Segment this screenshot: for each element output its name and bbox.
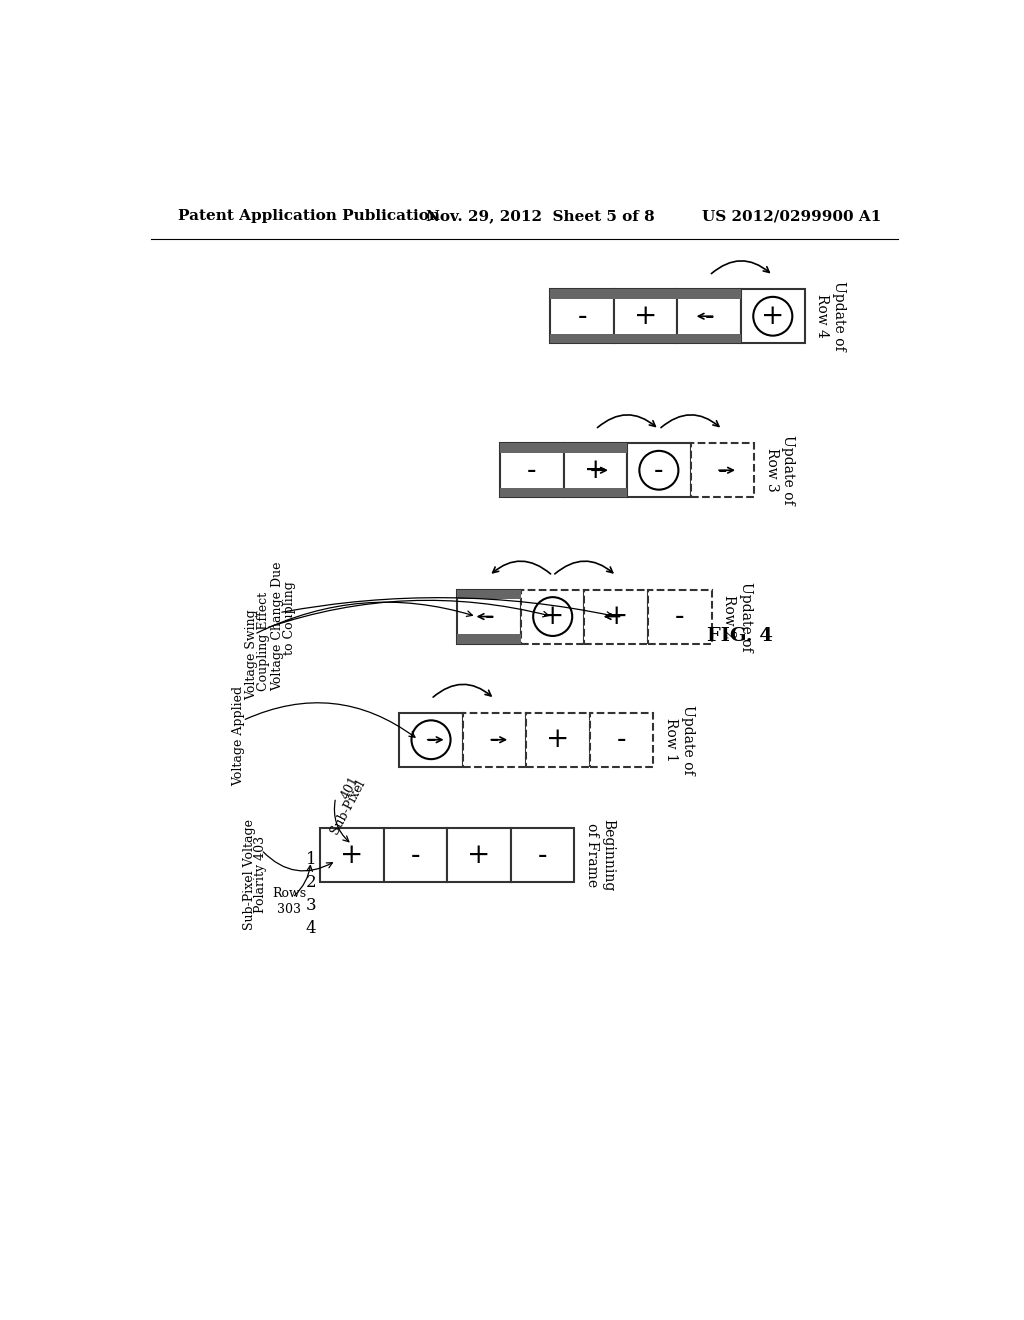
Bar <box>458 590 521 599</box>
Text: Sub-Pixel: Sub-Pixel <box>328 777 368 837</box>
Text: US 2012/0299900 A1: US 2012/0299900 A1 <box>701 209 881 223</box>
Text: +: + <box>541 603 564 630</box>
Text: 303: 303 <box>278 903 301 916</box>
Bar <box>463 713 526 767</box>
Bar <box>678 289 741 343</box>
Text: +: + <box>761 302 784 330</box>
Bar <box>511 829 574 882</box>
Bar <box>500 444 563 453</box>
Text: Update of
Row 4: Update of Row 4 <box>815 281 846 351</box>
Text: FIG. 4: FIG. 4 <box>708 627 773 644</box>
Bar <box>590 713 653 767</box>
Text: 1: 1 <box>305 850 316 867</box>
Text: Coupling Effect: Coupling Effect <box>257 591 270 690</box>
Bar <box>563 444 627 498</box>
Bar <box>627 444 690 498</box>
Text: Nov. 29, 2012  Sheet 5 of 8: Nov. 29, 2012 Sheet 5 of 8 <box>426 209 655 223</box>
Text: Voltage Applied: Voltage Applied <box>232 686 246 785</box>
Text: Update of
Row 3: Update of Row 3 <box>765 436 796 506</box>
Bar <box>563 444 627 453</box>
Text: -: - <box>527 457 537 483</box>
Text: Update of
Row 2: Update of Row 2 <box>722 582 753 651</box>
Text: 401: 401 <box>339 775 361 803</box>
Text: -: - <box>654 457 664 483</box>
Text: -: - <box>484 603 494 630</box>
Text: -: - <box>616 726 627 754</box>
Text: +: + <box>467 842 490 869</box>
Bar <box>678 289 741 298</box>
Text: Update of
Row 1: Update of Row 1 <box>665 705 694 775</box>
Text: -: - <box>675 603 685 630</box>
Text: 4: 4 <box>305 920 316 937</box>
Text: Sub-Pixel Voltage: Sub-Pixel Voltage <box>243 818 256 931</box>
Bar <box>550 289 614 298</box>
Bar <box>500 444 563 498</box>
Text: Voltage Change Due: Voltage Change Due <box>271 562 284 692</box>
Bar <box>585 590 648 644</box>
Bar <box>614 334 678 343</box>
Text: +: + <box>634 302 657 330</box>
Text: Voltage Swing: Voltage Swing <box>246 610 258 701</box>
Bar <box>521 590 585 644</box>
Text: 2: 2 <box>305 874 316 891</box>
Text: Beginning
of Frame: Beginning of Frame <box>586 820 615 891</box>
Text: -: - <box>538 842 548 869</box>
Text: Polarity 403: Polarity 403 <box>254 836 267 913</box>
Text: Rows: Rows <box>272 887 306 900</box>
Text: -: - <box>411 842 420 869</box>
Text: to Coupling: to Coupling <box>283 581 296 655</box>
Text: +: + <box>340 842 364 869</box>
Bar <box>500 488 563 498</box>
Text: +: + <box>547 726 569 754</box>
Bar <box>384 829 447 882</box>
Bar <box>526 713 590 767</box>
Bar <box>690 444 755 498</box>
Bar <box>550 334 614 343</box>
Text: -: - <box>489 726 500 754</box>
Bar <box>550 289 614 343</box>
Bar <box>614 289 678 343</box>
Bar <box>678 334 741 343</box>
Bar <box>458 635 521 644</box>
Bar <box>563 488 627 498</box>
Bar <box>399 713 463 767</box>
Text: +: + <box>604 603 628 630</box>
Text: -: - <box>705 302 714 330</box>
Bar <box>741 289 805 343</box>
Bar <box>614 289 678 298</box>
Text: 3: 3 <box>305 896 316 913</box>
Text: -: - <box>718 457 727 483</box>
Text: -: - <box>578 302 587 330</box>
Text: Patent Application Publication: Patent Application Publication <box>178 209 440 223</box>
Text: +: + <box>584 457 607 483</box>
Bar <box>458 590 521 644</box>
Text: -: - <box>426 726 436 754</box>
Bar <box>447 829 511 882</box>
Bar <box>321 829 384 882</box>
Bar <box>648 590 712 644</box>
